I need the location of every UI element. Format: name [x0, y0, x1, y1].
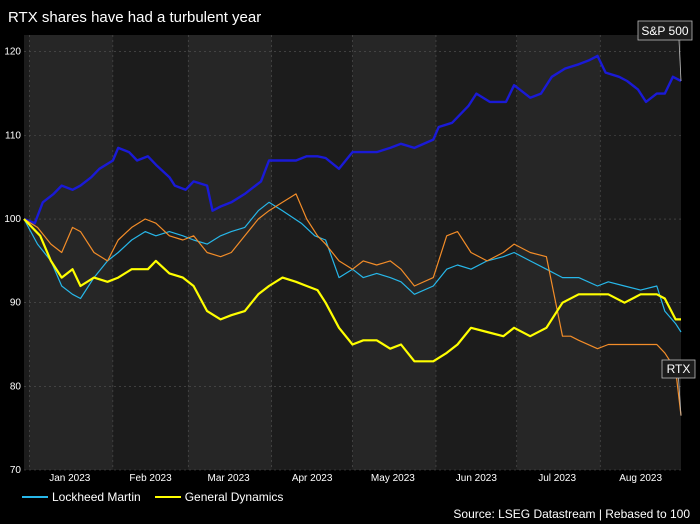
y-tick-label: 70 — [10, 465, 22, 476]
y-tick-label: 100 — [4, 214, 21, 225]
y-tick-label: 110 — [5, 130, 21, 141]
x-tick-label: Jul 2023 — [538, 473, 576, 484]
series-line-rtx — [23, 193, 682, 416]
x-tick-label: Feb 2023 — [129, 473, 172, 484]
month-band — [29, 35, 113, 470]
series-line-s-p-500 — [23, 54, 682, 225]
legend-swatch-lockheed-martin — [22, 496, 48, 498]
callout-box-rtx — [661, 359, 696, 379]
legend-label-general-dynamics: General Dynamics — [184, 490, 284, 504]
chart-title: RTX shares have had a turbulent year — [8, 9, 262, 26]
callout-leader-rtx — [678, 377, 682, 416]
legend-item-lockheed-martin: Lockheed Martin — [22, 490, 141, 504]
legend-item-general-dynamics: General Dynamics — [154, 490, 284, 504]
callout-leader-s-p-500 — [678, 39, 682, 82]
legend-label-lockheed-martin: Lockheed Martin — [52, 490, 141, 504]
callout-label-rtx: RTX — [667, 362, 691, 376]
x-tick-label: May 2023 — [371, 473, 415, 484]
series-line-lockheed-martin — [23, 201, 682, 333]
x-tick-label: Jan 2023 — [49, 473, 91, 484]
x-tick-label: Mar 2023 — [208, 473, 251, 484]
legend-swatch-general-dynamics — [154, 496, 181, 498]
y-tick-label: 120 — [4, 47, 21, 58]
y-tick-label: 80 — [10, 381, 22, 392]
x-tick-label: Apr 2023 — [292, 473, 333, 484]
chart-legend: Lockheed Martin General Dynamics — [22, 490, 297, 504]
callout-box-s-p-500 — [637, 20, 693, 41]
month-band — [352, 35, 436, 470]
series-line-general-dynamics — [23, 218, 681, 363]
callout-label-s-p-500: S&P 500 — [641, 24, 688, 38]
source-note: Source: LSEG Datastream | Rebased to 100 — [453, 507, 690, 521]
x-tick-label: Jun 2023 — [456, 473, 498, 484]
x-tick-label: Aug 2023 — [619, 473, 662, 484]
y-tick-label: 90 — [10, 298, 22, 309]
